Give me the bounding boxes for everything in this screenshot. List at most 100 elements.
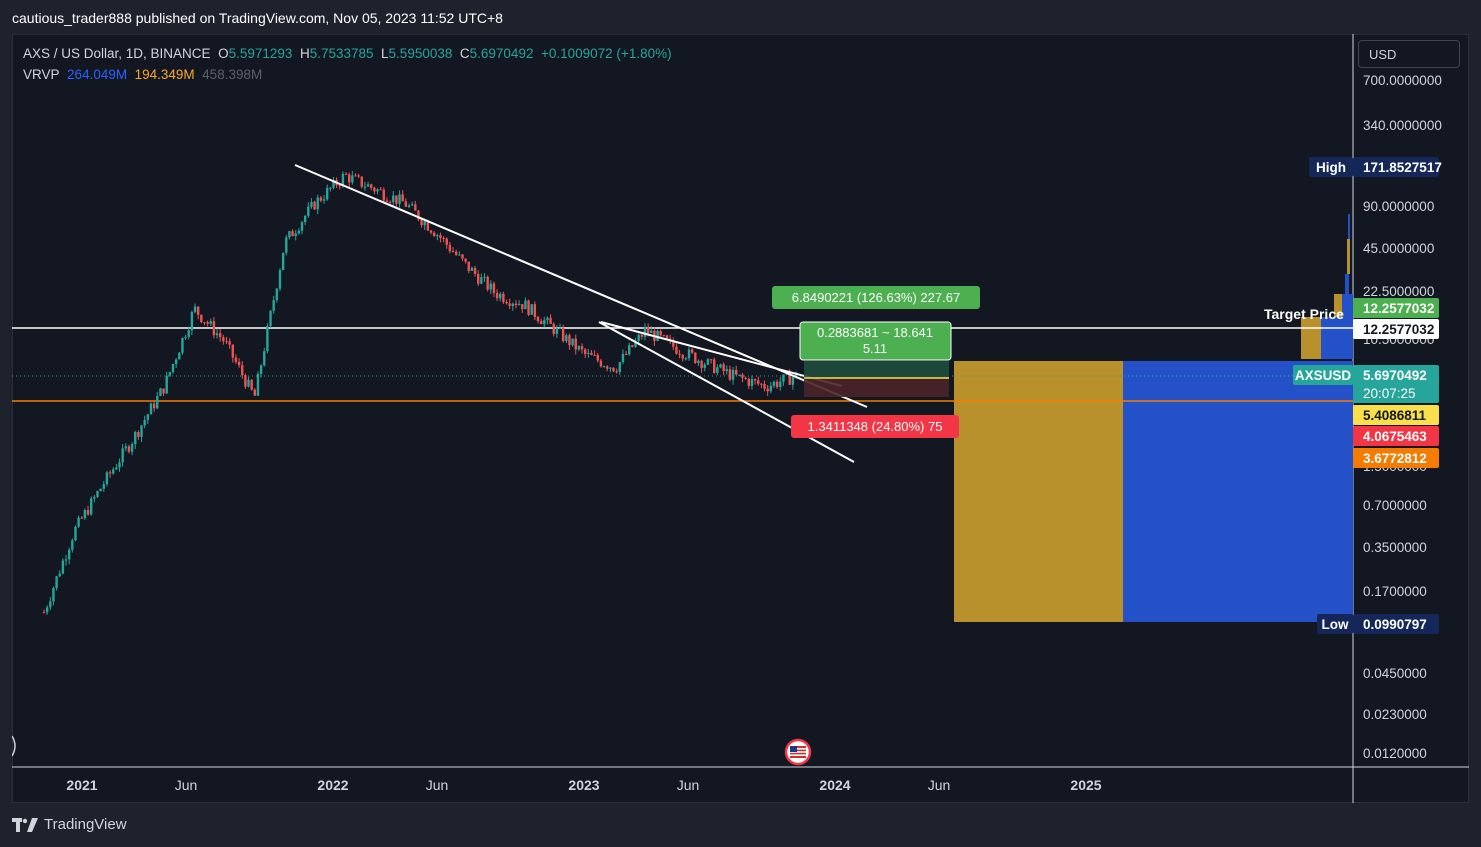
candle-body [118,462,121,468]
candle-body [577,346,581,350]
target-price-label: Target Price [1264,306,1344,322]
candle-body [322,199,326,201]
candle-body [583,349,587,354]
price-badge-tag [1317,614,1353,634]
close-label: C [459,46,470,61]
candle-body [263,351,266,366]
candle-body [690,349,694,353]
y-tick-label: 340.0000000 [1363,118,1442,133]
x-tick-label: Jun [426,777,449,793]
candle-body [684,358,688,360]
candle-body [404,201,408,207]
candle-body [360,176,363,187]
candle-body [269,310,272,327]
candle-body [656,330,659,341]
vrvp-down-volume: 194.349M [134,67,195,82]
candle-body [215,333,219,336]
candle-body [363,186,367,188]
time-axis[interactable]: 2021 Jun 2022 Jun 2023 Jun 2024 Jun 2025 [66,777,1101,793]
price-badge [1353,614,1439,634]
candle-body [530,304,533,315]
low-value: 5.5950038 [388,46,453,61]
change-value: +0.1009072 (+1.80%) [540,46,672,61]
candle-body [61,560,65,574]
vrvp-legend[interactable]: VRVP 264.049M 194.349M 458.398M [23,67,262,82]
candle-body [156,395,159,409]
candle-body [398,194,401,204]
candle-body [137,432,140,437]
us-flag-event-icon[interactable] [784,738,812,766]
candle-body [93,496,96,499]
candle-body [52,588,55,602]
price-badge [1353,448,1439,468]
candle-body [533,304,537,317]
currency-button[interactable]: USD [1358,40,1460,68]
risk-reward-box[interactable] [799,321,952,361]
candle-body [543,320,546,325]
candle-body [672,339,675,347]
candle-body [310,201,313,207]
candle-body [665,335,669,339]
candle-body [410,204,414,206]
candle-body [152,403,156,409]
candle-body [184,336,187,338]
candle-body [366,184,370,187]
candle-body [458,254,461,256]
candle-body [121,448,124,463]
loss-label-box[interactable] [791,415,959,438]
tradingview-logo[interactable]: TradingView [12,816,127,833]
candle-body [694,352,697,364]
symbol-legend[interactable]: AXS / US Dollar, 1D, BINANCE O5.5971293 … [23,46,672,61]
candle-body [190,312,194,331]
price-badges: 171.8527517 High 12.2577032 12.2577032 5.697… [1293,157,1442,634]
candle-body [549,317,552,324]
long-position-tool[interactable] [804,361,949,397]
candle-body [775,381,779,387]
candle-body [442,237,445,239]
y-tick-label: 0.7000000 [1363,498,1427,513]
candle-body [193,306,197,313]
candle-body [565,335,568,342]
candle-body [517,304,521,306]
candle-body [414,204,417,211]
candle-body [558,327,562,329]
candle-body [250,379,253,390]
candle-body [74,526,77,541]
candle-body [42,612,46,614]
candle-body [181,337,184,353]
high-value: 5.7533785 [309,46,374,61]
price-badge [1353,157,1439,177]
y-tick-label: 45.0000000 [1363,241,1434,256]
candle-body [313,201,316,210]
candle-body [590,352,593,356]
profit-label-box[interactable] [772,286,980,309]
candle-body [130,444,134,452]
candle-body [370,184,373,188]
candle-body [750,379,754,386]
candle-body [615,371,618,373]
candle-body [124,446,128,449]
candle-body [606,366,609,369]
candle-body [96,491,99,497]
x-tick-label: 2024 [819,777,850,793]
wedge-upper-line[interactable] [600,321,843,387]
candle-body [568,335,571,346]
candle-body [266,326,269,352]
candle-body [486,276,489,290]
candle-body [650,330,653,333]
vrvp-label: VRVP [23,67,60,82]
candle-body [505,302,508,304]
candle-body [256,374,260,396]
candle-body [678,353,681,355]
price-chart[interactable]: 6.8490221 (126.63%) 227.67 0.2883681 ~ 1… [12,34,1469,803]
candle-body [297,230,301,234]
tradingview-brand: TradingView [44,816,127,833]
price-badge-value: 4.0675463 [1363,429,1427,444]
candle-body [766,388,769,392]
candle-body [477,273,480,284]
candle-body [448,244,452,252]
wedge-lower-line[interactable] [598,321,855,463]
tradingview-logo-icon [12,817,38,832]
candle-body [587,352,590,354]
volume-profile-blue-block [1123,361,1353,622]
